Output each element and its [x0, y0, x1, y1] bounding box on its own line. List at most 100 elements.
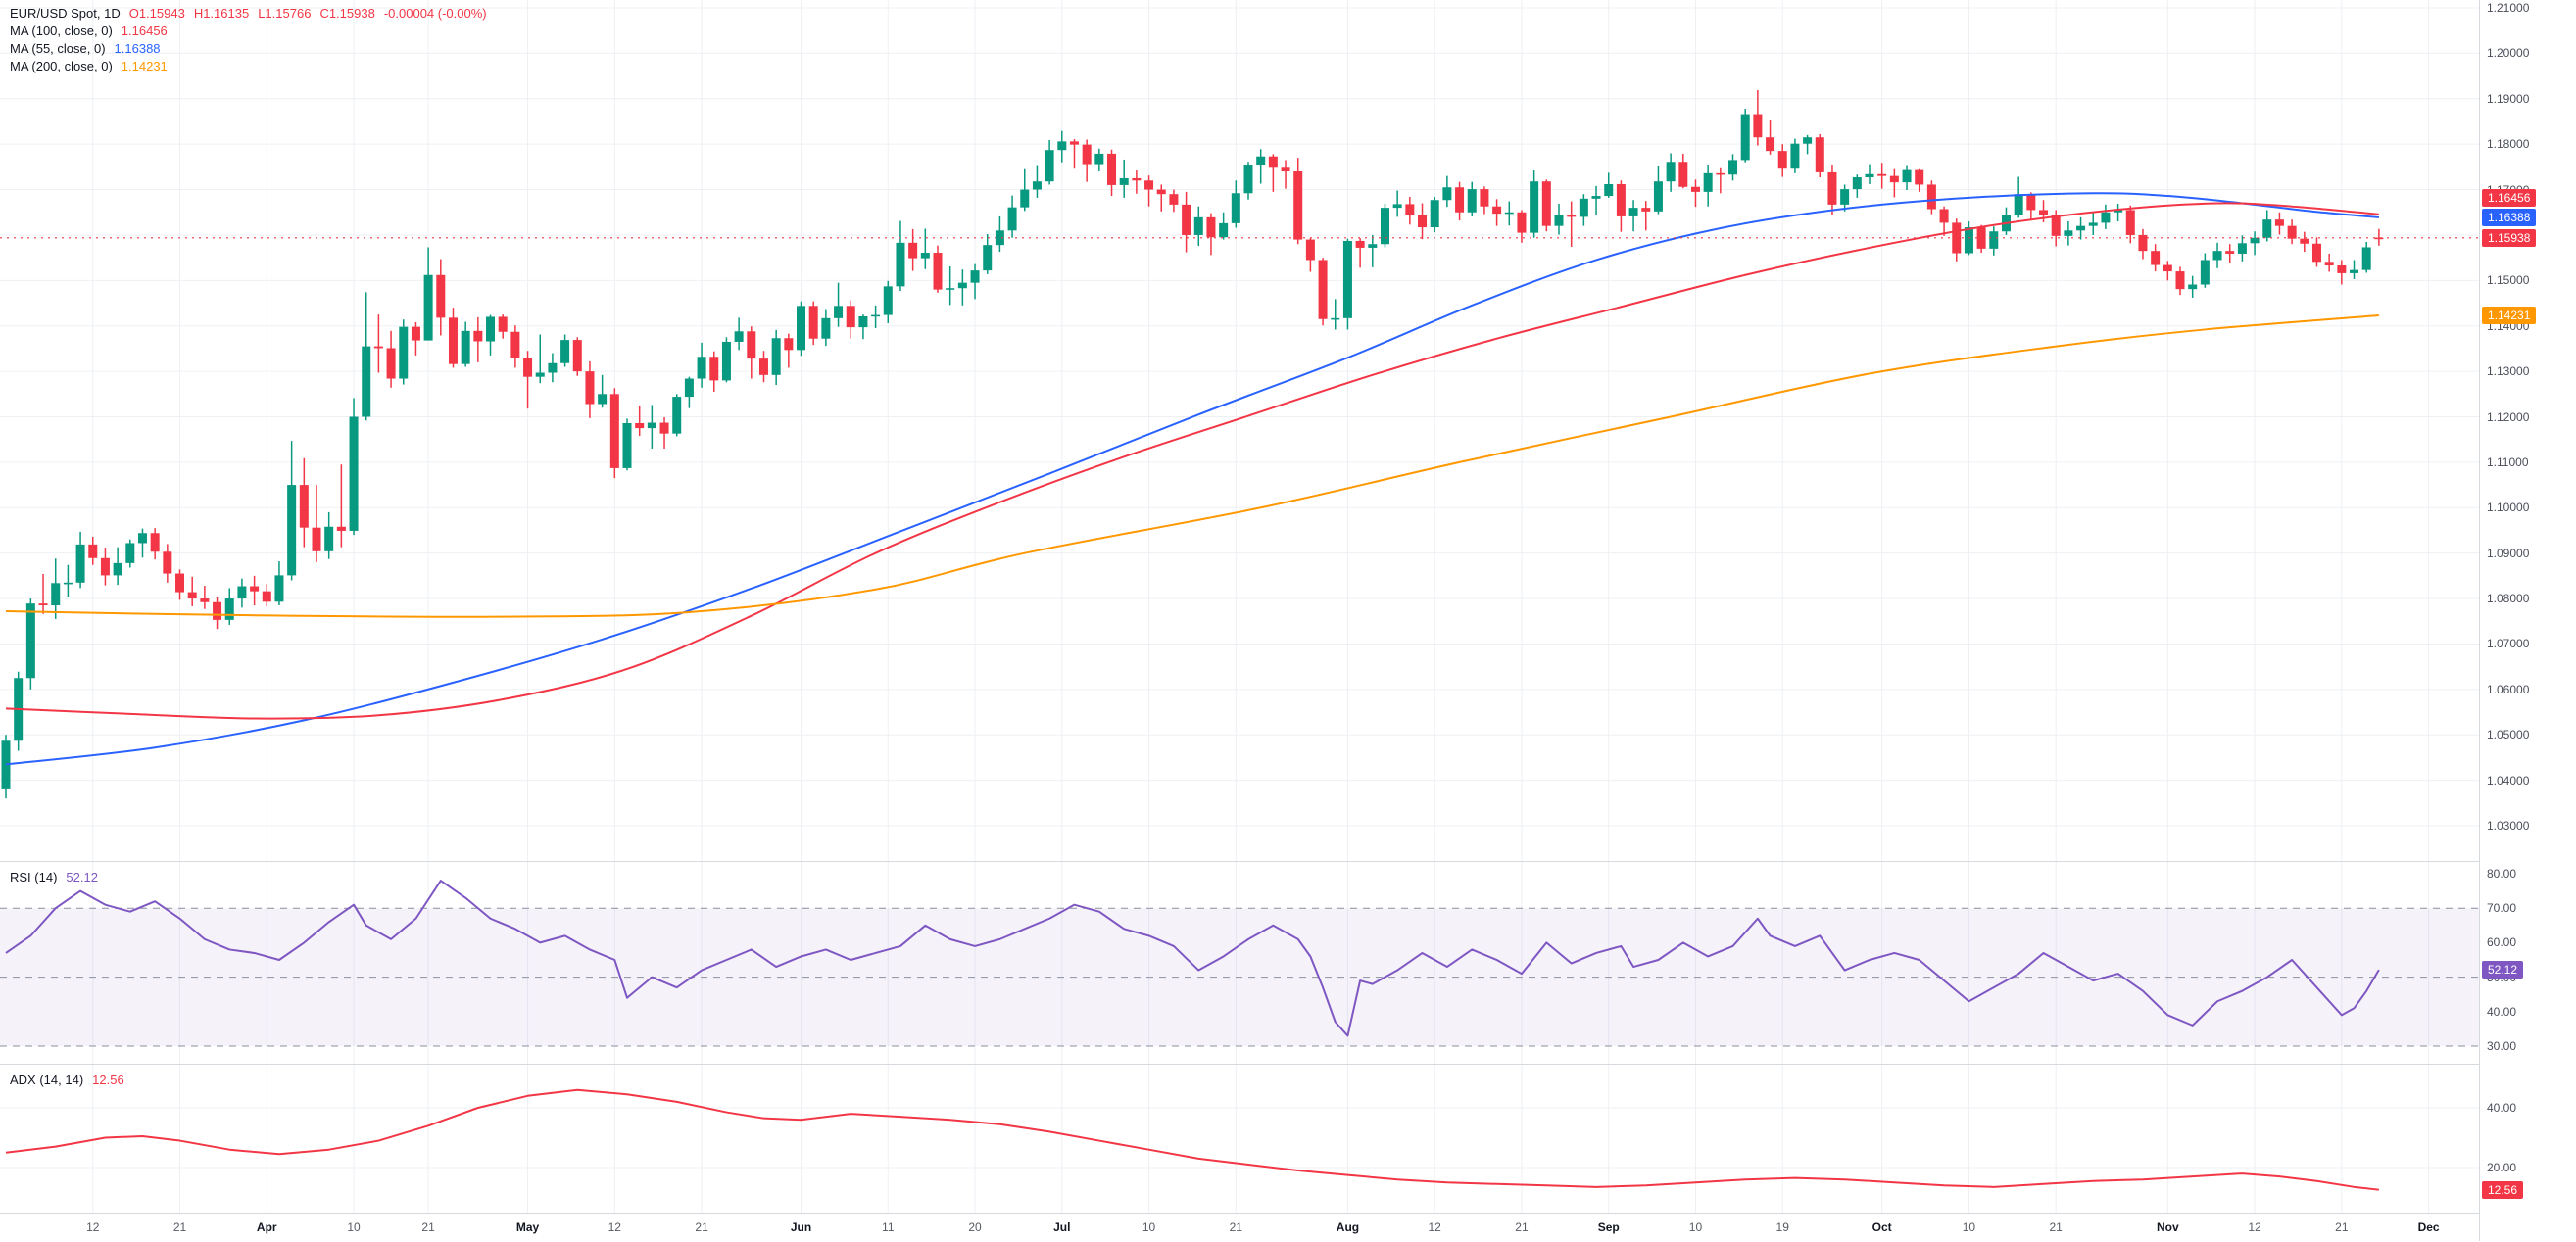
candle-body — [336, 526, 346, 531]
candle-body — [349, 416, 359, 531]
candle-body — [1541, 181, 1551, 226]
candle-body — [672, 397, 682, 434]
candle-body — [2225, 251, 2235, 254]
rsi-legend-row[interactable]: RSI (14) 52.12 — [10, 869, 98, 886]
price-badge: 1.14231 — [2482, 307, 2537, 324]
candle-body — [1728, 160, 1738, 175]
candle-body — [1480, 189, 1489, 207]
candle-body — [560, 340, 570, 363]
open-value: O1.15943 — [128, 6, 185, 21]
change-value: -0.00004 (-0.00%) — [383, 6, 487, 21]
candle-body — [1342, 240, 1352, 318]
candle-body — [2374, 237, 2384, 240]
candle-body — [957, 282, 967, 289]
candle-body — [883, 286, 893, 315]
adx-label: ADX (14, 14) — [10, 1073, 84, 1087]
candle-body — [598, 394, 608, 405]
price-badge: 1.16456 — [2482, 188, 2537, 207]
adx-tick-label: 20.00 — [2487, 1161, 2517, 1174]
rsi-tick-label: 80.00 — [2487, 867, 2517, 881]
price-tick-label: 1.11000 — [2487, 454, 2529, 469]
time-label-day: 10 — [1688, 1220, 1703, 1234]
candle-body — [1007, 207, 1017, 231]
adx-legend-row[interactable]: ADX (14, 14) 12.56 — [10, 1072, 124, 1089]
chart-canvas[interactable] — [0, 0, 2479, 1213]
candle-body — [373, 346, 383, 349]
chart-plot-svg[interactable] — [0, 0, 2479, 1213]
candle-body — [1616, 183, 1626, 216]
price-tick-label: 1.08000 — [2487, 592, 2530, 606]
symbol-title: EUR/USD Spot, 1D — [10, 6, 121, 21]
ma-line — [5, 202, 2379, 720]
candle-body — [2262, 219, 2272, 238]
time-label-day: 21 — [421, 1220, 435, 1234]
candle-body — [970, 270, 980, 283]
candle-body — [709, 357, 719, 381]
candle-body — [1094, 153, 1104, 165]
ma100-legend-row[interactable]: MA (100, close, 0) 1.16456 — [10, 23, 487, 40]
adx-tick-label: 40.00 — [2487, 1101, 2517, 1115]
candle-body — [1690, 186, 1700, 192]
adx-legend: ADX (14, 14) 12.56 — [10, 1072, 124, 1089]
candle-body — [1268, 156, 1278, 168]
candle-body — [113, 562, 122, 576]
candle-body — [896, 242, 905, 287]
candle-body — [63, 582, 73, 585]
candle-body — [1591, 196, 1601, 199]
candle-body — [1331, 317, 1340, 320]
rsi-label: RSI (14) — [10, 870, 58, 884]
ma200-legend-row[interactable]: MA (200, close, 0) 1.14231 — [10, 58, 487, 75]
candle-body — [423, 274, 433, 341]
price-tick-label: 1.12000 — [2487, 409, 2530, 424]
candle-body — [88, 544, 98, 558]
candle-body — [1902, 169, 1912, 183]
candle-body — [187, 592, 197, 599]
candle-body — [1530, 181, 1539, 233]
candle-body — [1554, 215, 1564, 226]
ma100-label: MA (100, close, 0) — [10, 24, 113, 38]
candle-body — [1442, 187, 1452, 201]
candle-body — [510, 331, 520, 358]
ma200-value: 1.14231 — [121, 59, 168, 73]
candle-body — [274, 575, 284, 602]
candle-body — [659, 422, 669, 434]
candle-body — [697, 357, 706, 379]
price-tick-label: 1.18000 — [2487, 137, 2530, 152]
price-axis[interactable]: 1.210001.200001.190001.180001.170001.160… — [2479, 0, 2576, 1241]
time-label-day: 21 — [695, 1220, 708, 1234]
candle-body — [2237, 243, 2247, 254]
time-axis[interactable]: 12 21 Apr 10 21 May 12 21 Jun 11 20 Jul 10 21 Aug 12 21 S… — [0, 1213, 2479, 1242]
ma200-label: MA (200, close, 0) — [10, 59, 113, 73]
candle-body — [858, 315, 868, 328]
candle-body — [535, 372, 545, 377]
candle-body — [1368, 244, 1378, 248]
price-tick-label: 1.04000 — [2487, 773, 2530, 788]
candle-body — [2188, 284, 2198, 290]
candle-body — [324, 526, 334, 551]
ma-line — [5, 314, 2379, 618]
candle-body — [25, 603, 35, 679]
candle-body — [150, 533, 160, 552]
candle-body — [137, 533, 147, 544]
price-tick-label: 1.10000 — [2487, 501, 2530, 515]
candle-body — [1852, 177, 1862, 190]
rsi-line — [5, 880, 2380, 1037]
candle-body — [1653, 181, 1663, 212]
candle-body — [411, 326, 420, 341]
candle-body — [1666, 162, 1676, 182]
candle-body — [2212, 251, 2222, 261]
candle-body — [983, 245, 993, 271]
candle-body — [2250, 237, 2260, 244]
candle-body — [1567, 215, 1577, 217]
ma55-legend-row[interactable]: MA (55, close, 0) 1.16388 — [10, 40, 487, 58]
candle-body — [51, 583, 61, 606]
candle-body — [1517, 212, 1527, 233]
symbol-ohlc-row[interactable]: EUR/USD Spot, 1D O1.15943 H1.16135 L1.15… — [10, 5, 487, 23]
price-badge: 1.15938 — [2482, 228, 2537, 247]
candle-body — [2175, 271, 2185, 290]
candle-body — [797, 306, 806, 351]
candle-body — [2337, 265, 2347, 273]
candle-body — [250, 586, 260, 592]
main-legend: EUR/USD Spot, 1D O1.15943 H1.16135 L1.15… — [10, 5, 487, 75]
